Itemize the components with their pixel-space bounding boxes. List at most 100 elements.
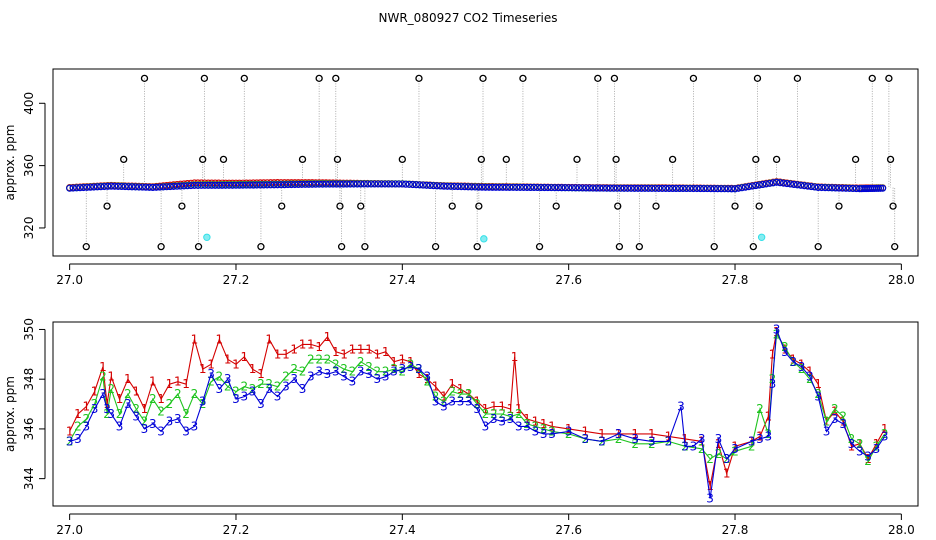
- trace-point: [551, 184, 559, 192]
- series-point-label: 3: [789, 355, 797, 369]
- series-point-label: 2: [357, 355, 365, 369]
- series-point-label: 2: [565, 427, 573, 441]
- trace-point: [513, 183, 521, 191]
- series-point-label: 3: [282, 380, 290, 394]
- trace-point: [686, 184, 694, 193]
- series-point-label: 2: [207, 375, 215, 389]
- series-point-label: 1: [532, 414, 540, 428]
- trace-point: [790, 180, 798, 188]
- trace-point: [187, 182, 195, 190]
- outlier-point: [502, 155, 510, 164]
- trace-point: [665, 184, 673, 192]
- series-point-label: 2: [881, 427, 889, 441]
- series-point-label: 2: [149, 392, 157, 406]
- trace-point: [319, 180, 327, 188]
- trace-point: [662, 184, 670, 192]
- series-point-label: 3: [74, 432, 82, 446]
- trace-point: [360, 180, 368, 188]
- series-point-label: 3: [798, 360, 806, 374]
- trace-point: [669, 184, 677, 192]
- series-point-label: 2: [631, 437, 639, 451]
- trace-point: [748, 182, 756, 190]
- trace-point: [374, 180, 382, 188]
- trace-point: [468, 183, 476, 191]
- series-point-label: 2: [199, 397, 207, 411]
- trace-point: [620, 184, 628, 192]
- series-point-label: 2: [648, 437, 656, 451]
- outlier-point: [315, 74, 323, 82]
- trace-point: [322, 180, 330, 188]
- y-tick-label: 360: [22, 154, 36, 177]
- series-point-label: 1: [681, 432, 689, 446]
- outlier-point: [886, 155, 895, 164]
- trace-point: [371, 180, 379, 188]
- outlier-point: [710, 242, 718, 251]
- series-point-label: 1: [299, 337, 307, 351]
- series-point-label: 3: [806, 370, 814, 384]
- bottom-panel-co2-lines: 27.0 27.2 27.4 27.6 27.8 28.0 344 346 348 350 appr…: [3, 318, 919, 537]
- series-point-label: 3: [166, 414, 174, 428]
- series-point-label: 1: [232, 357, 240, 371]
- series-point-label: 3: [232, 392, 240, 406]
- series-point-label: 3: [265, 382, 273, 396]
- trace-point: [842, 184, 850, 192]
- series-point-label: 3: [82, 419, 90, 433]
- trace-point: [124, 183, 133, 191]
- trace-point: [845, 184, 853, 192]
- trace-point: [166, 183, 174, 191]
- series-point-label: 3: [382, 370, 390, 384]
- series-point-label: 3: [648, 434, 656, 448]
- series-point-label: 2: [299, 365, 307, 379]
- series-point-label: 3: [631, 432, 639, 446]
- trace-point: [377, 180, 386, 188]
- trace-point: [93, 183, 101, 191]
- trace-point: [530, 183, 538, 192]
- trace-point: [596, 184, 604, 192]
- series-point-label: 2: [307, 352, 315, 366]
- series-point-label: 1: [182, 377, 190, 391]
- series-point-label: 3: [432, 395, 440, 409]
- series-point-label: 1: [374, 347, 382, 361]
- outlier-point: [614, 202, 622, 210]
- outlier-point: [140, 74, 149, 82]
- trace-point: [554, 184, 562, 192]
- series-point-label: 2: [174, 387, 182, 401]
- outlier-point: [772, 155, 781, 164]
- x-tick-label: 27.0: [56, 273, 83, 287]
- trace-point: [630, 184, 639, 192]
- trace-point: [561, 184, 569, 192]
- series-point-label: 1: [82, 400, 90, 414]
- outlier-point: [752, 155, 760, 164]
- trace-point: [783, 180, 791, 188]
- series-point-label: 1: [382, 345, 390, 359]
- trace-point: [800, 182, 808, 190]
- trace-point: [263, 181, 271, 189]
- trace-point: [537, 183, 545, 192]
- trace-point: [246, 181, 254, 189]
- series-point-label: 1: [665, 429, 673, 443]
- outlier-point: [479, 74, 487, 82]
- trace-point: [149, 183, 157, 191]
- trace-point: [769, 179, 777, 187]
- series-point-label: 2: [257, 377, 265, 391]
- outlier-point: [731, 202, 739, 210]
- series-point-label: 1: [515, 402, 523, 416]
- series-point-label: 1: [798, 357, 806, 371]
- series-point-label: 3: [839, 417, 847, 431]
- trace-point: [558, 184, 566, 192]
- trace-point: [353, 180, 361, 188]
- series-point-label: 3: [332, 365, 340, 379]
- trace-point: [585, 184, 594, 192]
- x-tick-label: 27.0: [56, 523, 83, 537]
- trace-point: [641, 184, 649, 192]
- outlier-point: [431, 242, 440, 251]
- trace-point: [114, 182, 122, 190]
- series-point-label: 3: [365, 367, 373, 381]
- trace-point: [419, 181, 427, 189]
- trace-point: [412, 181, 420, 189]
- trace-point: [547, 184, 555, 192]
- trace-point: [797, 181, 805, 189]
- series-point-label: 3: [565, 424, 573, 438]
- trace-point: [384, 180, 393, 188]
- trace-point: [495, 183, 503, 191]
